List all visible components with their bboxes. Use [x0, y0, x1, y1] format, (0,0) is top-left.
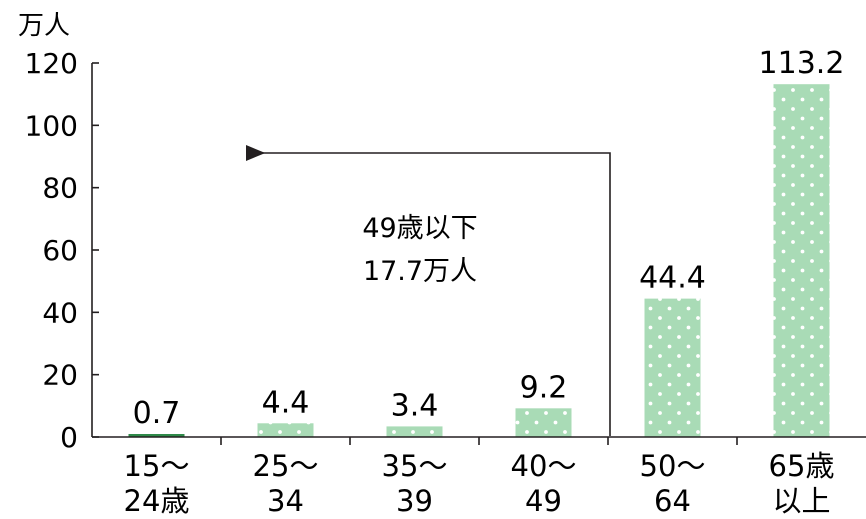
y-tick-label: 80	[42, 172, 78, 205]
x-category-label: 65歳	[769, 449, 835, 483]
bar	[773, 84, 830, 438]
y-tick-label: 0	[60, 421, 78, 454]
x-category-label: 50～	[640, 449, 706, 483]
bar	[386, 426, 443, 437]
annotation-line-2: 17.7万人	[363, 256, 477, 287]
y-tick-label: 40	[42, 296, 78, 329]
value-labels: 0.7 4.4 3.4 9.2 44.4 113.2	[133, 46, 845, 431]
x-category-label: 49	[525, 484, 562, 518]
x-category-label: 24歳	[124, 484, 190, 518]
x-category-label: 40～	[511, 449, 577, 483]
bars	[128, 84, 830, 438]
y-tick-label: 60	[42, 234, 78, 267]
x-category-label: 35～	[382, 449, 448, 483]
y-tick-label: 100	[25, 109, 78, 142]
annotation-line-1: 49歳以下	[362, 213, 477, 244]
x-category-label: 25～	[253, 449, 319, 483]
bar	[515, 408, 572, 437]
bar-value-label: 9.2	[520, 370, 568, 405]
y-axis-unit-label: 万人	[18, 11, 70, 41]
bar-value-label: 0.7	[133, 396, 181, 431]
y-tick-label: 120	[25, 47, 78, 80]
bar-value-label: 44.4	[639, 261, 706, 296]
x-category-label: 34	[267, 484, 304, 518]
y-axis: 0 20 40 60 80 100 120	[25, 47, 99, 454]
x-category-label: 15～	[124, 449, 190, 483]
y-tick-label: 20	[42, 359, 78, 392]
bar	[644, 298, 701, 437]
annotation-arrow	[245, 145, 611, 436]
x-category-label: 64	[654, 484, 691, 518]
bar-value-label: 113.2	[759, 46, 845, 81]
x-category-label: 39	[396, 484, 433, 518]
bar	[257, 423, 314, 437]
bar-value-label: 4.4	[262, 385, 310, 420]
bar-value-label: 3.4	[391, 388, 439, 423]
bar	[128, 434, 185, 437]
x-category-label: 以上	[772, 484, 830, 518]
annotation: 49歳以下 17.7万人	[245, 145, 611, 436]
